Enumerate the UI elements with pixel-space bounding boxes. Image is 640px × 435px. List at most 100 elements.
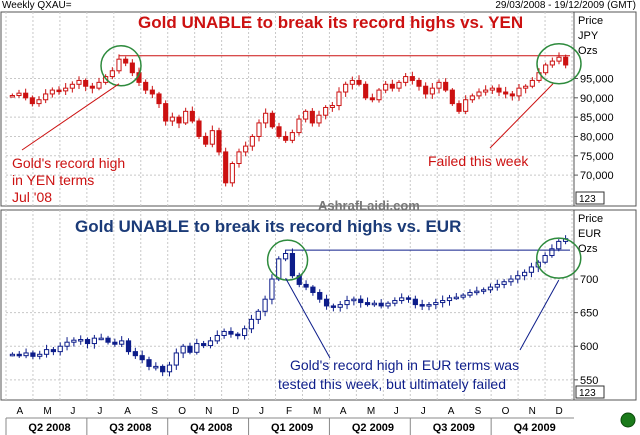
month-tick-label: M: [367, 406, 375, 417]
candle-body: [316, 114, 322, 124]
candle-body: [64, 341, 70, 347]
quarter-tick-label: Q1 2009: [271, 422, 313, 434]
axis-unit-label: JPY: [578, 30, 599, 42]
annotation-yen-record: Gold's record high in YEN terms Jul '08: [12, 155, 125, 205]
last-value-label: 123: [579, 388, 596, 399]
annotation-pointer: [285, 277, 331, 359]
month-tick-label: N: [205, 406, 212, 417]
candle-body: [37, 353, 43, 357]
annotation-failed: Failed this week: [428, 153, 529, 169]
candle-body: [383, 83, 389, 91]
candle-body: [196, 120, 202, 137]
y-tick-label: 650: [580, 308, 598, 320]
watermark-text: AshrafLaidi.com: [318, 198, 420, 213]
candle-body: [63, 87, 69, 92]
candle-body: [474, 290, 480, 294]
month-tick-label: J: [70, 406, 75, 417]
candle-body: [496, 87, 502, 93]
candle-body: [57, 345, 63, 353]
candle-body: [221, 330, 227, 336]
chart-title-eur: Gold UNABLE to break its record highs vs…: [75, 217, 461, 236]
month-tick-label: O: [178, 406, 186, 417]
candle-body: [456, 103, 462, 112]
y-tick-label: 700: [580, 274, 598, 286]
month-tick-label: A: [448, 406, 455, 417]
candle-body: [89, 85, 95, 89]
candle-body: [50, 349, 57, 353]
candle-body: [460, 294, 466, 298]
candle-body: [43, 93, 49, 101]
annotation-line: in YEN terms: [12, 172, 94, 188]
candle-body: [503, 91, 509, 95]
candle-body: [419, 304, 425, 307]
annotation-pointer: [21, 83, 120, 151]
month-tick-label: M: [313, 406, 321, 417]
candle-body: [23, 92, 29, 99]
candle-body: [276, 258, 282, 280]
candle-body: [556, 56, 562, 62]
candle-body: [166, 364, 173, 373]
candle-body: [508, 278, 514, 283]
candle-body: [49, 89, 55, 95]
axis-unit-label: EUR: [578, 228, 601, 240]
candle-body: [423, 85, 429, 95]
candle-body: [91, 337, 97, 345]
month-tick-label: A: [124, 406, 131, 417]
candle-body: [463, 99, 469, 112]
candle-body: [489, 87, 495, 91]
y-tick-label: 70,000: [580, 170, 614, 182]
latest-week-circle: [536, 237, 582, 279]
month-tick-label: J: [259, 406, 264, 417]
candle-body: [521, 271, 528, 277]
quarter-tick-label: Q3 2008: [109, 422, 151, 434]
candle-body: [440, 300, 446, 304]
month-tick-label: D: [556, 406, 563, 417]
candle-body: [105, 337, 111, 343]
candle-body: [349, 79, 355, 85]
candle-body: [243, 145, 249, 153]
candle-body: [344, 300, 350, 306]
candle-body: [123, 58, 129, 64]
last-value-label: 123: [579, 194, 596, 205]
y-tick-label: 550: [580, 375, 598, 387]
annotation-line: Gold's record high: [12, 155, 125, 171]
candle-body: [483, 89, 489, 93]
candle-body: [173, 352, 179, 366]
candle-body: [336, 91, 342, 107]
candle-body: [296, 118, 302, 134]
quarter-tick-label: Q3 2009: [433, 422, 475, 434]
candle-body: [201, 343, 207, 347]
candle-body: [317, 291, 323, 300]
candle-body: [351, 298, 357, 302]
candle-body: [476, 91, 482, 97]
chart-date-range: 29/03/2008 - 19/12/2009 (GMT): [495, 0, 636, 11]
candle-body: [369, 97, 375, 101]
candle-body: [143, 81, 149, 91]
candle-body: [405, 297, 412, 300]
candle-body: [78, 339, 84, 342]
candle-body: [516, 87, 522, 97]
candlestick-series: [9, 52, 569, 187]
candle-body: [310, 286, 316, 293]
month-tick-label: M: [43, 406, 51, 417]
candle-body: [289, 132, 295, 141]
candle-body: [256, 122, 262, 137]
candle-body: [467, 291, 473, 296]
candle-body: [96, 81, 102, 89]
month-tick-label: J: [97, 406, 102, 417]
candle-body: [487, 286, 494, 291]
candle-body: [385, 302, 391, 307]
chart-panel-frame: [0, 11, 637, 207]
candle-body: [229, 163, 235, 184]
record-high-circle: [100, 45, 142, 87]
candle-body: [416, 79, 422, 87]
quarter-tick-label: Q2 2008: [28, 422, 70, 434]
month-tick-label: A: [16, 406, 23, 417]
candle-body: [119, 340, 125, 345]
candle-body: [449, 89, 455, 105]
candle-body: [176, 116, 182, 124]
candle-body: [323, 298, 330, 307]
candle-body: [228, 330, 234, 335]
candle-body: [329, 105, 335, 108]
y-tick-label: 600: [580, 341, 598, 353]
